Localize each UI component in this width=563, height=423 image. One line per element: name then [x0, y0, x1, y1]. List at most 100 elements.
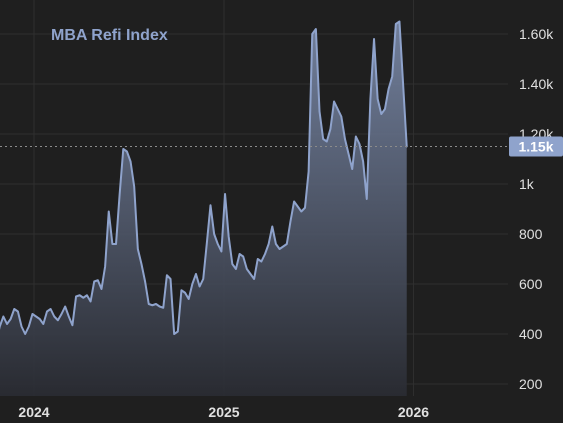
x-tick-label: 2026 — [398, 404, 429, 420]
last-value-label: 1.15k — [518, 139, 553, 155]
data-point — [79, 295, 80, 296]
data-point — [268, 244, 269, 245]
data-point — [152, 305, 153, 306]
data-point — [312, 34, 313, 35]
data-point — [363, 161, 364, 162]
data-point — [130, 161, 131, 162]
data-point — [221, 251, 222, 252]
x-tick-label: 2024 — [18, 404, 49, 420]
data-point — [239, 254, 240, 255]
data-point — [174, 334, 175, 335]
data-point — [28, 326, 29, 327]
data-point — [188, 299, 189, 300]
data-point — [308, 171, 309, 172]
data-point — [265, 254, 266, 255]
data-point — [210, 205, 211, 206]
data-point — [181, 290, 182, 291]
data-point — [337, 109, 338, 110]
data-point — [374, 39, 375, 40]
data-point — [21, 326, 22, 327]
data-point — [86, 295, 87, 296]
data-point — [54, 316, 55, 317]
data-point — [395, 24, 396, 25]
data-point — [352, 169, 353, 170]
data-point — [377, 99, 378, 100]
data-point — [388, 89, 389, 90]
data-point — [254, 279, 255, 280]
data-point — [83, 297, 84, 298]
data-point — [304, 207, 305, 208]
data-point — [355, 136, 356, 137]
data-point — [36, 316, 37, 317]
data-point — [7, 324, 8, 325]
data-point — [61, 314, 62, 315]
data-point — [65, 306, 66, 307]
data-point — [286, 244, 287, 245]
data-point — [326, 141, 327, 142]
data-point — [384, 109, 385, 110]
data-point — [403, 84, 404, 85]
data-point — [225, 194, 226, 195]
last-value-badge-group: 1.15k — [509, 136, 563, 157]
data-point — [166, 275, 167, 276]
data-point — [155, 304, 156, 305]
data-point — [72, 325, 73, 326]
data-point — [94, 281, 95, 282]
data-point — [203, 279, 204, 280]
data-point — [177, 331, 178, 332]
data-point — [101, 289, 102, 290]
data-point — [330, 129, 331, 130]
data-point — [279, 249, 280, 250]
data-point — [116, 244, 117, 245]
data-point — [359, 144, 360, 145]
series-area-fill — [0, 21, 407, 396]
data-point — [195, 274, 196, 275]
data-point — [97, 280, 98, 281]
data-point — [283, 246, 284, 247]
data-point — [3, 316, 4, 317]
data-point — [235, 269, 236, 270]
data-point — [32, 314, 33, 315]
data-point — [46, 311, 47, 312]
y-tick-label: 600 — [519, 276, 543, 292]
y-tick-label: 1.60k — [519, 26, 554, 42]
chart-title: MBA Refi Index — [51, 27, 168, 44]
y-tick-label: 800 — [519, 226, 543, 242]
data-point — [261, 261, 262, 262]
data-point — [57, 320, 58, 321]
data-point — [90, 301, 91, 302]
data-point — [217, 244, 218, 245]
data-point — [228, 236, 229, 237]
data-point — [348, 154, 349, 155]
data-point — [344, 139, 345, 140]
data-point — [381, 114, 382, 115]
data-point — [334, 101, 335, 102]
data-point — [243, 256, 244, 257]
data-point — [315, 29, 316, 30]
data-point — [43, 324, 44, 325]
data-point — [137, 249, 138, 250]
data-point — [272, 226, 273, 227]
series-line — [0, 20, 408, 335]
data-point — [199, 286, 200, 287]
data-point — [108, 211, 109, 212]
data-point — [112, 244, 113, 245]
data-point — [119, 194, 120, 195]
y-tick-label: 1.40k — [519, 76, 554, 92]
data-point — [148, 304, 149, 305]
y-tick-label: 200 — [519, 376, 543, 392]
data-point — [134, 186, 135, 187]
data-point — [39, 319, 40, 320]
data-point — [214, 234, 215, 235]
data-point — [250, 274, 251, 275]
data-point — [192, 284, 193, 285]
area-series — [0, 20, 408, 396]
data-point — [14, 309, 15, 310]
data-point — [246, 269, 247, 270]
data-point — [68, 316, 69, 317]
data-point — [163, 307, 164, 308]
data-point — [323, 139, 324, 140]
